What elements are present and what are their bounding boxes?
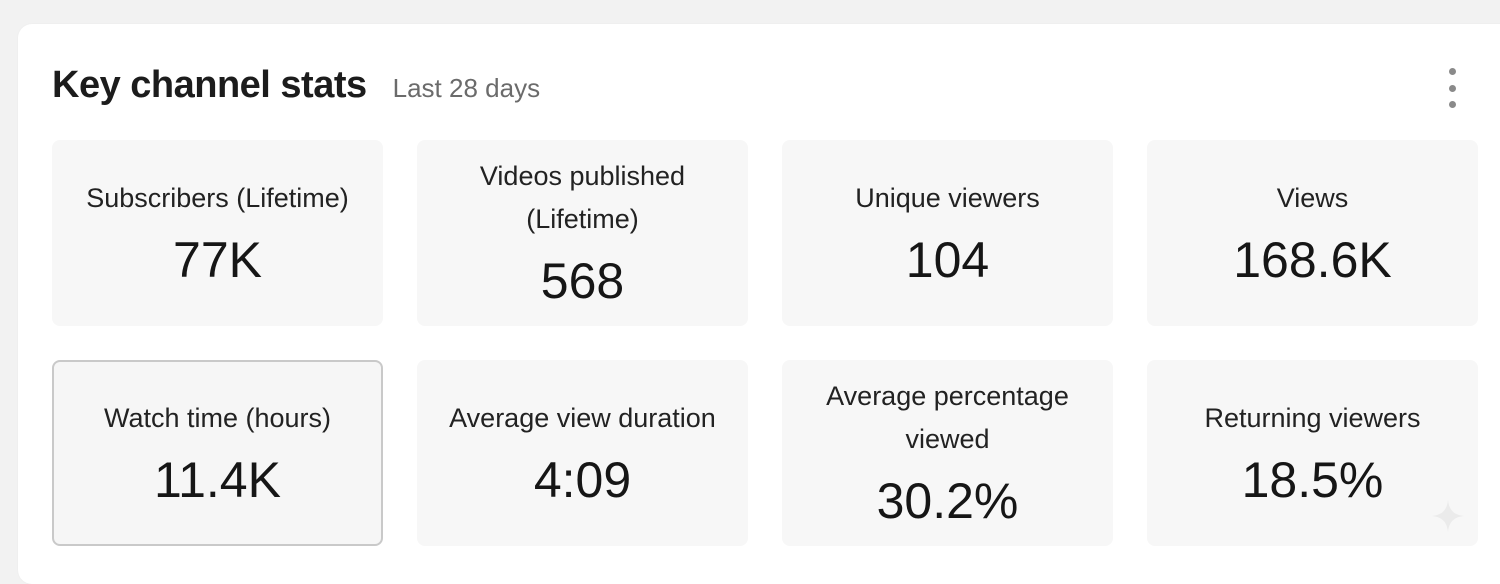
- stat-value: 30.2%: [876, 473, 1019, 529]
- stat-tile-views[interactable]: Views 168.6K: [1147, 140, 1478, 326]
- stat-tile-videos-published[interactable]: Videos published (Lifetime) 568: [417, 140, 748, 326]
- stat-value: 77K: [173, 231, 262, 288]
- card-title: Key channel stats: [52, 64, 367, 106]
- stat-tile-watch-time[interactable]: Watch time (hours) 11.4K: [52, 360, 383, 546]
- stat-label: Subscribers (Lifetime): [86, 182, 349, 213]
- stat-value: 4:09: [533, 451, 632, 508]
- sparkle-icon: [1432, 500, 1464, 532]
- stat-label: Average percentage viewed: [826, 381, 1069, 454]
- stat-value: 18.5%: [1241, 451, 1384, 508]
- stat-tile-average-percentage-viewed[interactable]: Average percentage viewed 30.2%: [782, 360, 1113, 546]
- more-dot: [1448, 68, 1456, 75]
- more-vert-icon[interactable]: [1438, 68, 1466, 108]
- stat-tile-average-view-duration[interactable]: Average view duration 4:09: [417, 360, 748, 546]
- stat-label: Videos published (Lifetime): [479, 161, 686, 234]
- card-header: Key channel stats Last 28 days: [52, 64, 540, 107]
- date-range-label: Last 28 days: [392, 73, 541, 103]
- stat-value: 104: [905, 231, 990, 288]
- stat-tile-subscribers[interactable]: Subscribers (Lifetime) 77K: [52, 140, 383, 326]
- stat-value: 11.4K: [154, 451, 281, 508]
- stat-value: 568: [540, 253, 625, 309]
- more-dot: [1448, 101, 1456, 108]
- stat-label: Returning viewers: [1204, 402, 1421, 433]
- stat-label: Views: [1276, 182, 1349, 213]
- stat-tile-returning-viewers[interactable]: Returning viewers 18.5%: [1147, 360, 1478, 546]
- stat-label: Unique viewers: [855, 182, 1040, 213]
- stat-tile-unique-viewers[interactable]: Unique viewers 104: [782, 140, 1113, 326]
- more-dot: [1448, 84, 1456, 92]
- key-channel-stats-card: Key channel stats Last 28 days Subscribe…: [18, 24, 1500, 584]
- stat-value: 168.6K: [1233, 231, 1392, 288]
- stat-label: Average view duration: [449, 402, 716, 433]
- stat-label: Watch time (hours): [103, 402, 332, 433]
